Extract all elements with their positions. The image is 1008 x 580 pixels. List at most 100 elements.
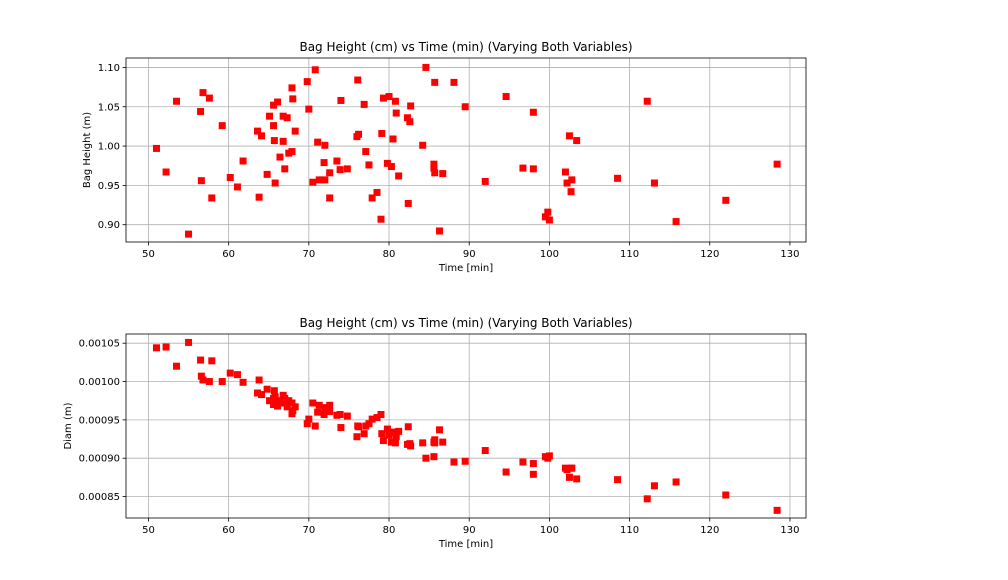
x-axis-label: Time [min] [438,263,493,274]
data-point [233,183,241,191]
data-point [404,423,412,431]
x-tick-label: 130 [780,249,799,260]
data-point [431,439,439,447]
x-axis-label: Time [min] [438,539,493,550]
x-tick-label: 110 [620,249,639,260]
data-point [199,89,207,97]
data-point [321,141,329,149]
data-point [263,170,271,178]
data-point [544,208,552,216]
data-point [320,159,328,167]
data-point [439,438,447,446]
data-point [305,105,313,113]
data-point [545,216,553,224]
x-tick-label: 50 [142,525,155,536]
data-point [387,438,395,446]
data-point [614,476,622,484]
data-point [450,78,458,86]
data-point [362,148,370,156]
data-point [568,176,576,184]
data-point [355,130,363,138]
data-point [197,177,205,185]
data-point [395,427,403,435]
x-tick-label: 100 [540,525,559,536]
data-point [337,96,345,104]
data-point [565,473,573,481]
data-point [385,93,393,101]
data-point [218,122,226,130]
data-point [354,76,362,84]
x-tick-label: 50 [142,249,155,260]
data-point [270,387,278,395]
x-tick-label: 80 [383,525,396,536]
data-point [672,218,680,226]
data-point [439,170,447,178]
data-point [650,179,658,187]
data-point [378,129,386,137]
data-point [185,338,193,346]
data-point [529,165,537,173]
data-point [239,157,247,165]
data-point [672,478,680,486]
data-point [722,491,730,499]
data-point [311,422,319,430]
data-point [326,169,334,177]
data-point [563,179,571,187]
data-point [314,138,322,146]
data-point [419,141,427,149]
data-point [266,112,274,120]
x-tick-label: 100 [540,249,559,260]
data-point [355,423,363,431]
data-point [519,458,527,466]
y-tick-label: 0.90 [98,220,120,231]
chart-title: Bag Height (cm) vs Time (min) (Varying B… [299,316,632,330]
data-point [368,415,376,423]
data-point [343,412,351,420]
x-tick-label: 60 [222,525,235,536]
data-point [385,431,393,439]
data-point [365,161,373,169]
data-point [315,176,323,184]
data-point [321,406,329,414]
data-point [270,122,278,130]
data-point [353,433,361,441]
data-point [266,397,274,405]
data-point [283,403,291,411]
data-point [643,97,651,105]
data-point [481,177,489,185]
data-point [387,163,395,171]
x-tick-label: 60 [222,249,235,260]
data-point [271,179,279,187]
data-point [573,137,581,145]
data-point [461,457,469,465]
data-point [239,378,247,386]
y-tick-label: 1.10 [98,63,120,74]
y-axis-label: Diam (m) [63,402,74,449]
data-point [320,411,328,418]
data-series [152,338,781,514]
data-point [197,356,205,364]
data-point [650,482,658,490]
data-point [395,172,403,180]
data-point [199,376,207,384]
data-point [541,213,549,221]
data-point [208,194,216,202]
data-point [337,424,345,432]
data-point [326,401,334,409]
data-point [291,127,299,135]
data-point [289,407,297,415]
chart-title: Bag Height (cm) vs Time (min) (Varying B… [299,40,632,54]
chart-1: 50 60 70 80 90 100 110 120 130 0.90 0.95 1.00 1.05 1.… [82,40,807,274]
y-axis-label: Bag Height (m) [82,112,93,188]
data-point [529,108,537,116]
data-point [365,420,373,428]
data-point [254,127,262,135]
data-point [270,101,278,109]
data-point [326,194,334,202]
data-point [281,394,289,402]
data-point [173,97,181,105]
data-point [185,230,193,238]
data-point [563,466,571,474]
data-point [450,458,458,466]
data-point [379,437,387,445]
